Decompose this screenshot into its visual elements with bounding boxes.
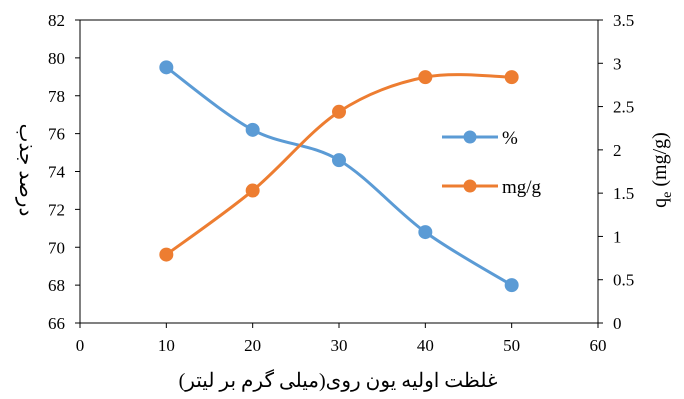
- x-tick-label: 0: [76, 336, 85, 355]
- x-tick-label: 30: [331, 336, 348, 355]
- y-left-tick-label: 82: [48, 11, 65, 30]
- y-right-tick-label: 2: [613, 141, 622, 160]
- y-left-tick-label: 66: [48, 314, 65, 333]
- y-axis-right-title-rest: (mg/g): [649, 132, 671, 191]
- y-left-tick-label: 70: [48, 238, 65, 257]
- y-left-tick-label: 72: [48, 200, 65, 219]
- legend-label-percent: %: [502, 128, 518, 149]
- data-point-percent: [418, 225, 433, 240]
- y-right-tick-label: 3.5: [613, 11, 634, 30]
- y-left-tick-label: 78: [48, 87, 65, 106]
- y-right-tick-label: 2.5: [613, 98, 634, 117]
- legend-label-mg-per-g: mg/g: [502, 177, 542, 198]
- legend-swatch-marker-percent: [463, 130, 477, 144]
- data-point-mg-per-g: [159, 247, 174, 262]
- x-axis-title: غلظت اولیه یون روی(میلی گرم بر لیتر): [179, 369, 498, 392]
- data-point-percent: [245, 122, 260, 137]
- y-right-tick-label: 1.5: [613, 184, 634, 203]
- y-right-tick-label: 0.5: [613, 271, 634, 290]
- data-point-mg-per-g: [245, 183, 260, 198]
- x-tick-label: 10: [158, 336, 175, 355]
- y-axis-right-title-sub: e: [660, 192, 675, 198]
- data-point-mg-per-g: [504, 70, 519, 85]
- y-axis-left-title: درصد جذب: [15, 124, 37, 217]
- y-right-tick-label: 0: [613, 314, 622, 333]
- y-right-tick-label: 1: [613, 227, 622, 246]
- series-line-percent: [164, 65, 514, 287]
- legend-swatch-marker-mg-per-g: [463, 179, 477, 193]
- data-point-percent: [159, 60, 174, 75]
- data-point-percent: [332, 153, 346, 168]
- data-point-percent: [504, 278, 519, 293]
- x-tick-label: 20: [244, 336, 261, 355]
- y-right-tick-label: 3: [613, 54, 622, 73]
- y-left-tick-label: 74: [48, 163, 66, 182]
- y-left-tick-label: 68: [48, 276, 65, 295]
- y-axis-right-title-base: q: [649, 198, 671, 208]
- x-tick-label: 50: [503, 336, 520, 355]
- data-point-mg-per-g: [418, 70, 433, 85]
- data-point-mg-per-g: [332, 104, 346, 119]
- x-tick-label: 40: [417, 336, 434, 355]
- x-tick-label: 60: [590, 336, 607, 355]
- y-left-tick-label: 80: [48, 49, 65, 68]
- y-left-tick-label: 76: [48, 125, 65, 144]
- y-axis-right-title: qe (mg/g): [649, 132, 675, 208]
- plot-area-border: [79, 19, 599, 324]
